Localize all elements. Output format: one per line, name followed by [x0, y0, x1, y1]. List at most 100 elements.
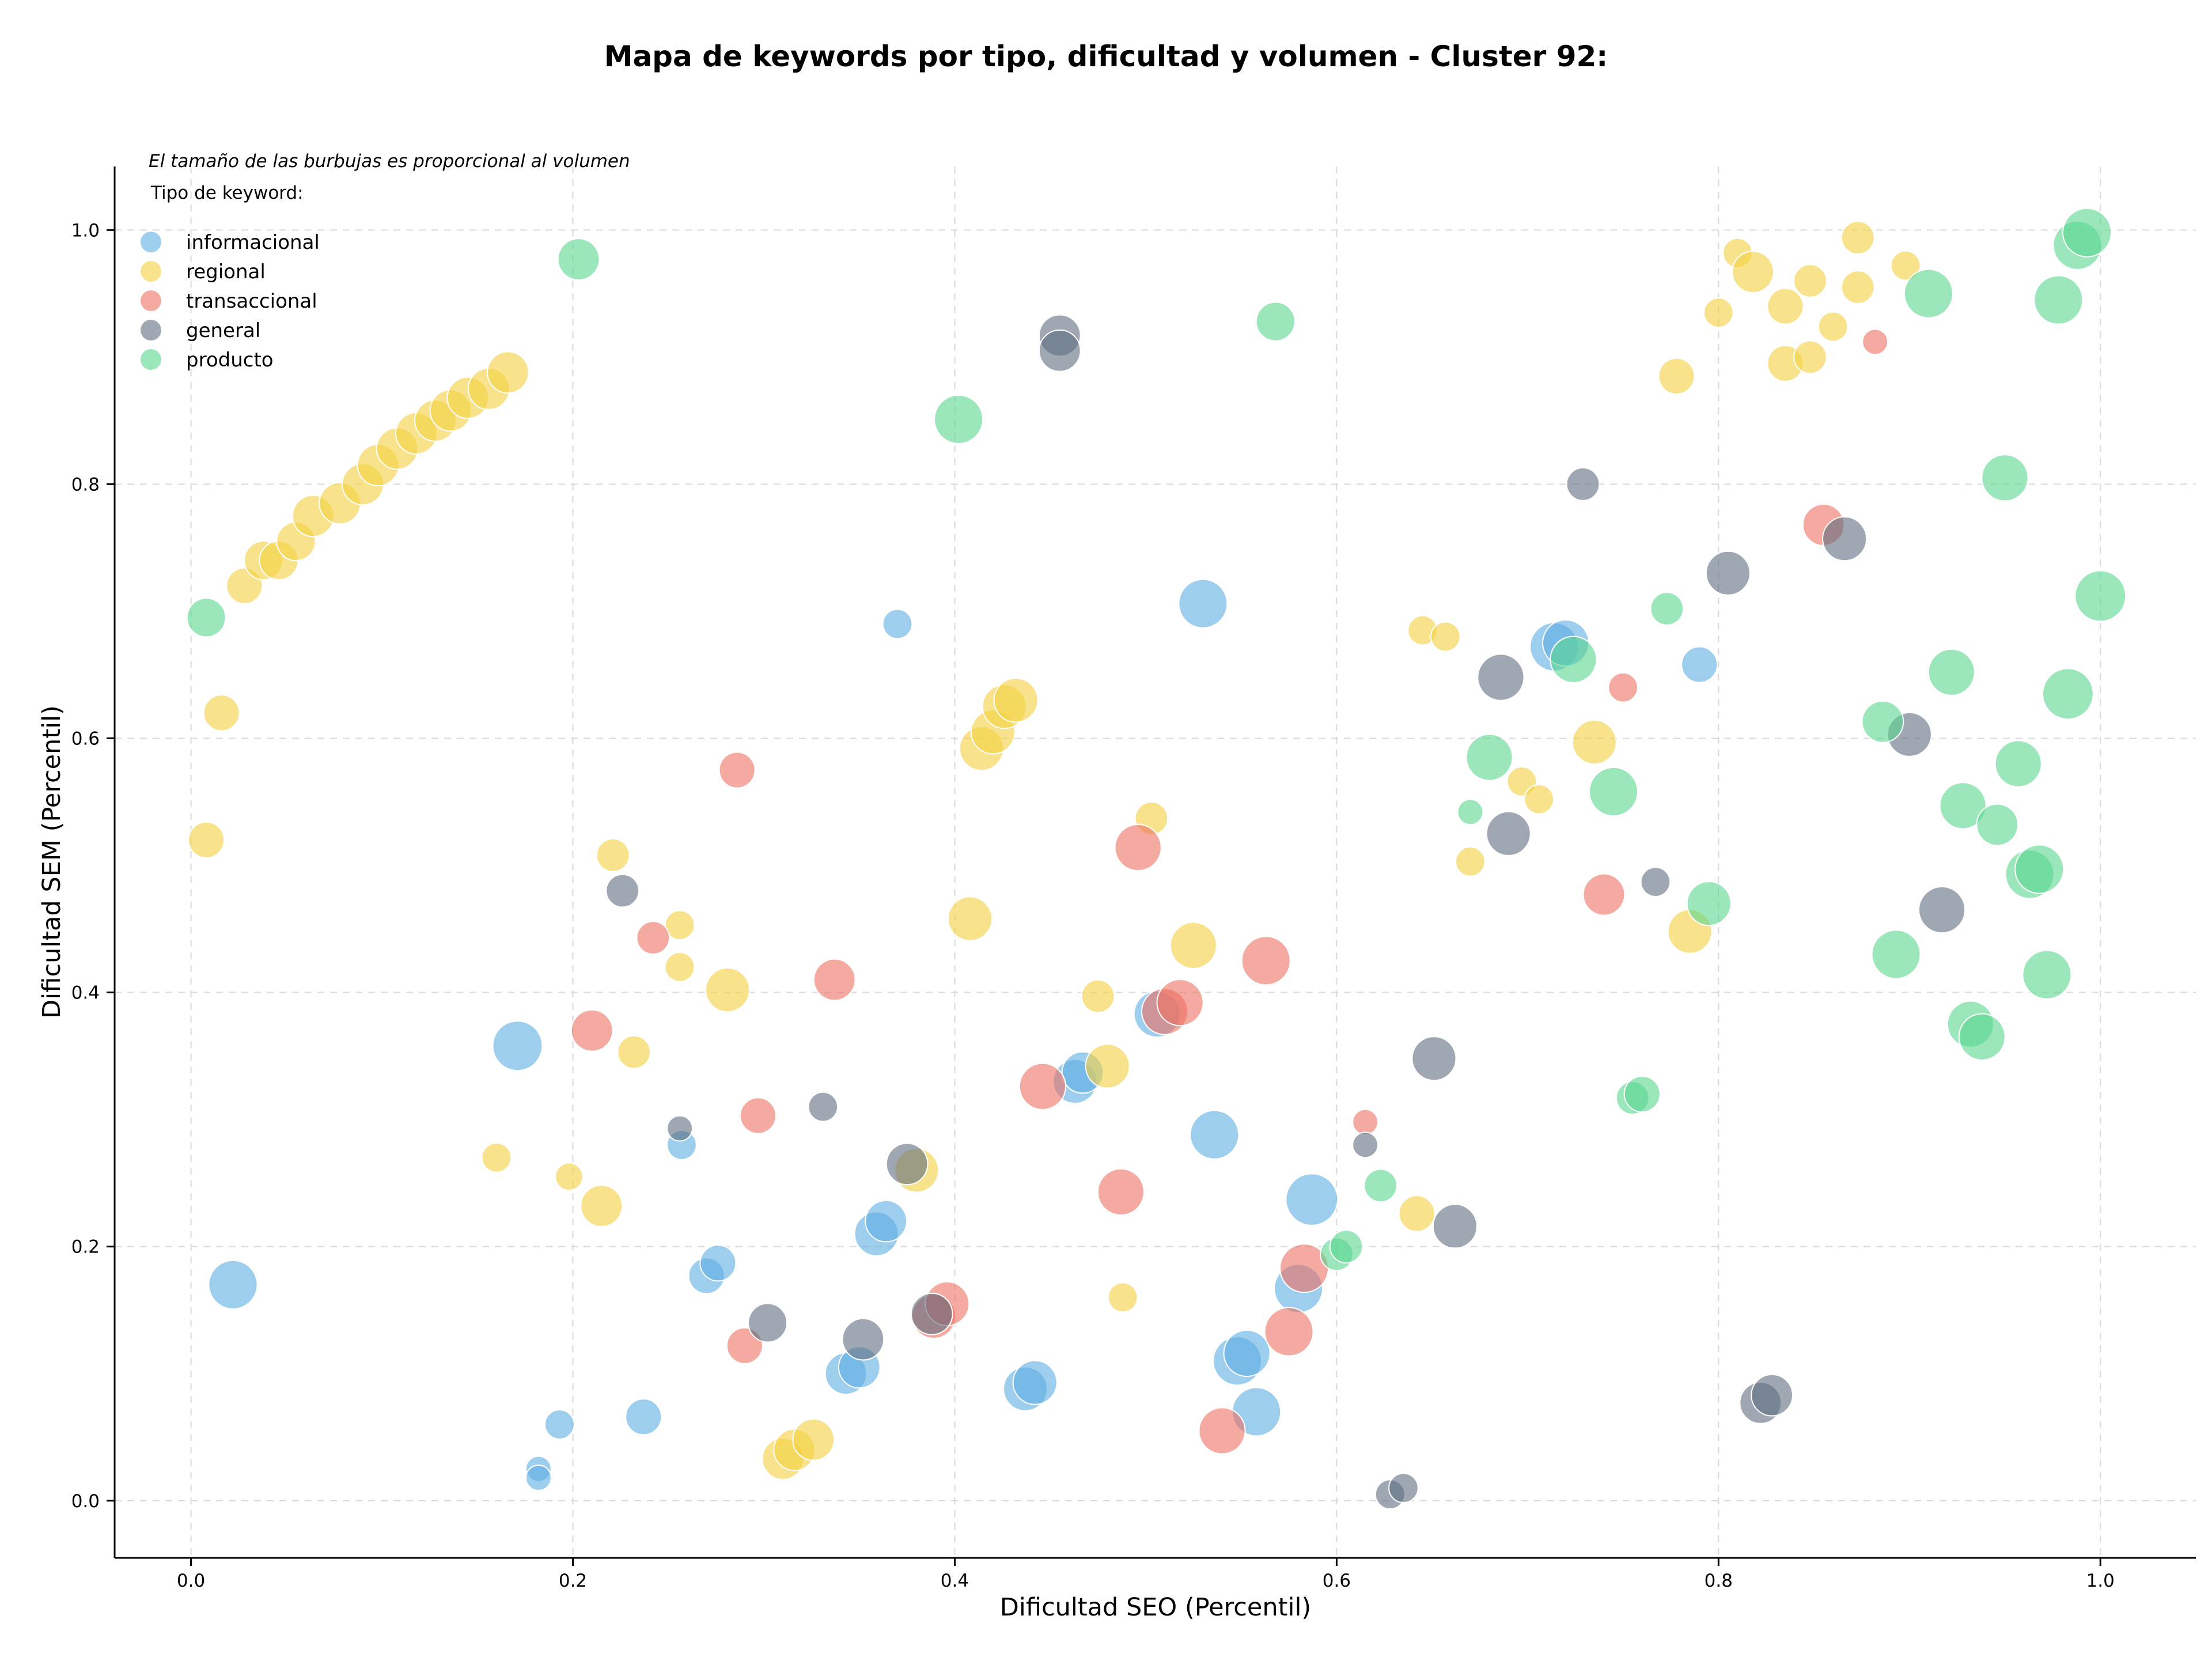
bubble-producto: [1861, 700, 1904, 743]
bubble-general: [1566, 467, 1600, 501]
series-transaccional: [570, 328, 1889, 1455]
legend-marker-regional: [141, 261, 161, 282]
y-tick-label: 1.0: [71, 220, 100, 241]
bubble-producto: [1329, 1229, 1363, 1264]
bubble-regional: [1107, 1282, 1138, 1313]
legend-label-regional: regional: [186, 260, 266, 283]
bubble-informacional: [625, 1398, 662, 1436]
bubble-general: [910, 1292, 953, 1335]
bubble-producto: [1927, 648, 1975, 696]
bubble-regional: [1455, 846, 1486, 877]
bubble-regional: [1524, 784, 1555, 815]
legend-label-informacional: informacional: [186, 231, 320, 254]
bubble-general: [1918, 886, 1966, 934]
bubble-regional: [1658, 357, 1695, 395]
bubble-producto: [186, 597, 226, 638]
bubble-producto: [1650, 592, 1684, 626]
bubble-general: [1388, 1473, 1419, 1504]
bubble-informacional: [492, 1020, 543, 1072]
bubble-general: [1411, 1036, 1457, 1081]
bubble-producto: [1871, 929, 1921, 979]
bubble-producto: [2062, 207, 2112, 258]
bubble-regional: [1732, 251, 1774, 293]
y-axis-label: Dificultad SEM (Percentil): [37, 705, 66, 1019]
bubble-regional: [580, 1185, 623, 1227]
bubble-informacional: [208, 1259, 258, 1310]
bubble-producto: [2033, 275, 2084, 325]
bubble-general: [1038, 329, 1081, 372]
bubble-producto: [1363, 1168, 1397, 1203]
legend-marker-general: [141, 320, 161, 340]
bubble-general: [748, 1303, 788, 1343]
bubble-general: [1640, 867, 1671, 898]
y-tick-label: 0.4: [71, 983, 100, 1004]
bubble-regional: [1840, 221, 1875, 255]
bubble-general: [1486, 811, 1531, 856]
bubble-regional: [664, 910, 695, 941]
bubble-producto: [2074, 570, 2127, 622]
bubble-regional: [188, 821, 225, 858]
bubble-regional: [993, 678, 1039, 723]
bubble-transaccional: [1264, 1307, 1314, 1357]
x-tick-label: 0.6: [1323, 1571, 1351, 1591]
bubble-informacional: [1223, 1329, 1271, 1378]
axes: [113, 167, 2196, 1559]
bubble-producto: [1465, 733, 1513, 781]
bubble-producto: [1550, 635, 1597, 683]
y-tick-label: 0.6: [71, 728, 100, 749]
legend-marker-informacional: [141, 232, 161, 252]
x-tick-label: 1.0: [2086, 1571, 2115, 1591]
bubble-transaccional: [1198, 1407, 1246, 1455]
bubble-regional: [1890, 250, 1921, 281]
bubble-regional: [1571, 720, 1617, 765]
bubble-general: [885, 1142, 929, 1186]
y-tick-label: 0.2: [71, 1237, 100, 1258]
series-regional: [188, 221, 1921, 1480]
bubble-producto: [1686, 881, 1732, 926]
bubble-regional: [1793, 264, 1827, 298]
bubble-regional: [1430, 621, 1461, 652]
bubble-regional: [947, 896, 993, 941]
x-tick-label: 0.4: [941, 1571, 969, 1591]
bubble-informacional: [544, 1409, 575, 1440]
bubble-regional: [1840, 270, 1875, 304]
bubble-producto: [1255, 301, 1296, 342]
bubble-transaccional: [570, 1009, 613, 1052]
bubble-transaccional: [636, 921, 671, 955]
bubble-regional: [1817, 311, 1849, 342]
bubble-transaccional: [1114, 824, 1162, 872]
legend-label-general: general: [186, 319, 260, 342]
bubble-transaccional: [1156, 979, 1204, 1027]
bubble-regional: [203, 694, 240, 732]
bubble-producto: [1994, 740, 2042, 788]
bubble-informacional: [1190, 1110, 1240, 1160]
bubble-producto: [1623, 1075, 1661, 1113]
bubble-regional: [664, 952, 695, 982]
y-tick-label: 0.0: [71, 1491, 100, 1512]
bubble-transaccional: [1582, 873, 1626, 916]
bubble-transaccional: [718, 751, 756, 789]
bubble-general: [1432, 1204, 1478, 1249]
x-tick-label: 0.0: [177, 1571, 205, 1591]
bubble-transaccional: [1018, 1062, 1067, 1110]
bubble-general: [1477, 653, 1525, 701]
bubble-producto: [1457, 799, 1484, 826]
bubble-producto: [1903, 268, 1953, 319]
bubble-transaccional: [1862, 328, 1889, 355]
bubble-regional: [1081, 979, 1115, 1013]
bubble-transaccional: [813, 958, 856, 1001]
y-tick-label: 0.8: [71, 474, 100, 495]
bubble-transaccional: [1097, 1168, 1145, 1216]
bubble-informacional: [525, 1465, 552, 1492]
bubble-general: [605, 873, 640, 908]
bubble-regional: [1793, 340, 1827, 374]
bubble-regional: [486, 351, 529, 394]
legend-marker-producto: [141, 349, 161, 370]
bubble-producto: [557, 238, 600, 281]
legend: informacional regional transaccional genera…: [141, 231, 320, 372]
bubble-producto: [1976, 803, 2019, 846]
bubble-general: [842, 1318, 885, 1361]
bubble-regional: [1398, 1195, 1435, 1232]
bubble-producto: [1981, 454, 2029, 502]
